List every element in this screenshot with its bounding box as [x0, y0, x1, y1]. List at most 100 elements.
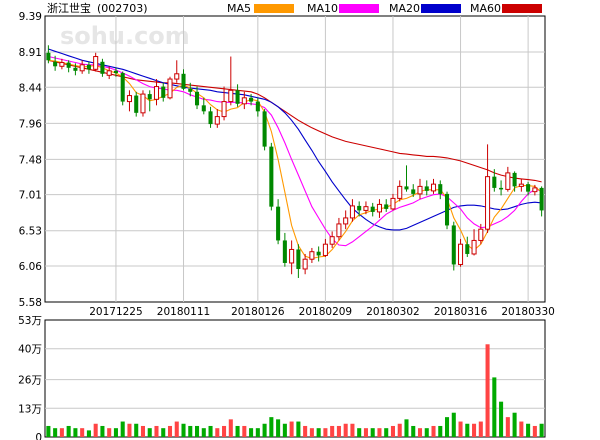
legend-label-ma20: MA20 — [389, 2, 420, 15]
candle — [309, 247, 315, 263]
volume-bar — [505, 417, 510, 437]
candle — [505, 166, 511, 192]
candle-body — [262, 111, 267, 147]
candle — [153, 79, 160, 106]
candle-body — [208, 111, 213, 125]
volume-bar — [404, 419, 409, 437]
price-tick-label: 9.39 — [19, 11, 42, 23]
volume-bar — [417, 428, 423, 437]
candle-body — [282, 240, 287, 263]
candle — [174, 60, 180, 83]
volume-bar — [532, 425, 537, 437]
volume-bar — [303, 425, 308, 437]
date-axis: 20171225 20180111 20180126 20180209 20180302… — [89, 306, 555, 318]
candle-body — [499, 187, 504, 190]
candle-body — [505, 172, 511, 190]
volume-plot-border — [44, 319, 546, 438]
price-tick-label: 8.91 — [19, 47, 42, 59]
volume-axis: 53万 40万 26万 13万 0 — [18, 315, 42, 440]
price-tick-label: 7.96 — [19, 118, 43, 130]
candle-body — [296, 249, 301, 269]
volume-bar — [140, 425, 145, 437]
legend-label-ma5: MA5 — [227, 2, 251, 15]
candle — [397, 180, 403, 202]
candle-body — [289, 248, 295, 264]
candle — [161, 82, 166, 102]
volume-bar — [458, 421, 463, 437]
candle-body — [195, 91, 200, 106]
candle-body — [276, 206, 281, 241]
candle — [430, 178, 437, 194]
candle-body — [316, 251, 321, 256]
candle-body — [329, 236, 335, 245]
candle-body — [526, 184, 531, 192]
candle-body — [411, 189, 416, 194]
candle-body — [417, 185, 423, 195]
volume-bar — [269, 417, 274, 437]
candle-body — [161, 86, 166, 98]
volume-bar — [512, 412, 517, 437]
volume-bar — [59, 428, 64, 437]
volume-bar — [100, 425, 105, 437]
candle — [424, 180, 429, 196]
date-tick-label: 20180302 — [366, 306, 419, 318]
candle — [221, 86, 227, 121]
volume-bar — [451, 412, 456, 437]
candle-body — [140, 93, 146, 114]
candle-body — [249, 97, 254, 102]
candle-body — [201, 105, 206, 112]
candle-body — [53, 61, 58, 67]
candle — [66, 60, 71, 73]
volume-bar — [478, 421, 483, 437]
candle — [255, 97, 260, 117]
price-tick-label: 7.01 — [19, 190, 42, 202]
candle-body — [235, 90, 240, 104]
candle — [228, 56, 234, 106]
candle-body — [86, 64, 91, 70]
volume-bar — [377, 428, 382, 437]
candle — [349, 199, 355, 222]
volume-bar — [120, 421, 125, 437]
candle — [59, 58, 65, 70]
volume-bar — [276, 419, 281, 437]
candle-body — [512, 172, 517, 187]
date-tick-label: 20180209 — [299, 306, 352, 318]
volume-bar — [154, 425, 159, 437]
ma60-line — [48, 59, 542, 183]
price-tick-label: 5.58 — [19, 297, 42, 309]
stock-code: (002703) — [97, 2, 148, 15]
candle-body — [302, 258, 308, 270]
volume-bar — [167, 425, 173, 437]
volume-bar — [499, 401, 504, 437]
candle — [316, 246, 321, 262]
candle — [282, 232, 287, 267]
candle — [417, 178, 423, 200]
volume-tick-label: 0 — [35, 432, 42, 440]
candle — [79, 60, 85, 74]
volume-bar — [438, 425, 443, 437]
volume-bar — [472, 423, 477, 437]
candle-body — [336, 223, 342, 238]
volume-bar — [73, 428, 78, 437]
candle — [93, 52, 99, 72]
volume-bar — [127, 423, 132, 437]
candle — [539, 186, 544, 217]
moving-average-lines — [48, 48, 542, 260]
candle-body — [485, 176, 491, 230]
legend-label-ma10: MA10 — [307, 2, 338, 15]
candle — [458, 238, 464, 267]
date-tick-label: 20171225 — [89, 306, 142, 318]
volume-bar — [316, 428, 321, 437]
candle-body — [255, 101, 260, 112]
candle-body — [465, 244, 470, 254]
volume-bar — [390, 425, 395, 437]
candle-body — [492, 176, 497, 188]
stock-name: 浙江世宝 — [47, 1, 91, 15]
legend-swatch-ma10 — [339, 4, 379, 13]
volume-bar — [188, 425, 193, 437]
volume-bar — [242, 425, 247, 437]
candle-body — [357, 205, 362, 211]
candle-body — [79, 64, 85, 72]
candle — [201, 97, 206, 115]
candle — [343, 210, 349, 230]
